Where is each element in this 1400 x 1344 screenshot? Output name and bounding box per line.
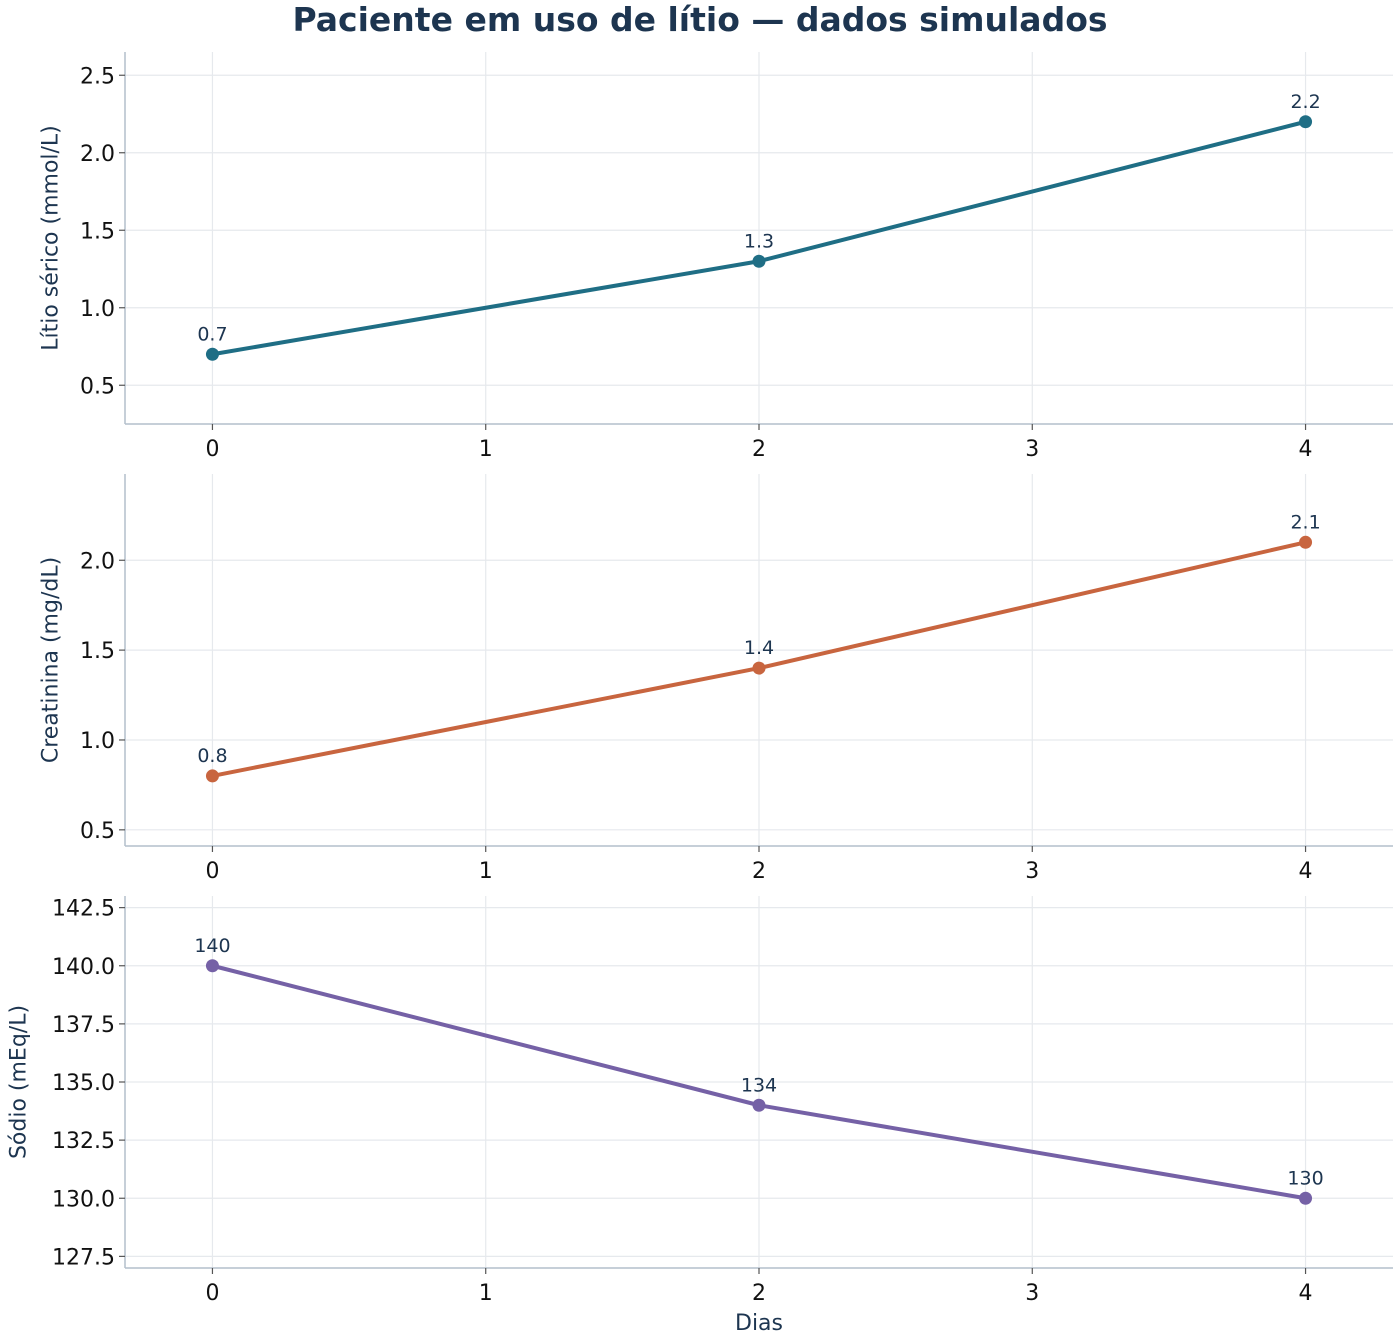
y-axis-label: Creatinina (mg/dL) bbox=[39, 557, 64, 763]
y-tick-label: 130.0 bbox=[52, 1187, 115, 1212]
x-tick-label: 1 bbox=[479, 1281, 493, 1306]
y-tick-label: 2.0 bbox=[80, 142, 115, 167]
y-axis-label: Sódio (mEq/L) bbox=[7, 1005, 32, 1159]
x-tick-label: 1 bbox=[479, 859, 493, 884]
y-tick-label: 2.5 bbox=[80, 64, 115, 89]
data-label: 1.4 bbox=[744, 637, 774, 659]
data-point bbox=[1299, 535, 1313, 549]
y-tick-label: 1.5 bbox=[80, 219, 115, 244]
x-tick-label: 4 bbox=[1299, 1281, 1313, 1306]
y-tick-label: 132.5 bbox=[52, 1129, 115, 1154]
x-tick-label: 3 bbox=[1025, 437, 1039, 462]
chart-panel-3: 0 1 2 3 4 127.5 130.0 132.5 135.0 137.5 140.0 142.5… bbox=[7, 896, 1393, 1306]
y-tick-label: 2.0 bbox=[80, 549, 115, 574]
data-label: 1.3 bbox=[744, 230, 774, 252]
data-point bbox=[205, 769, 219, 783]
y-tick-label: 135.0 bbox=[52, 1071, 115, 1096]
data-point bbox=[1299, 115, 1313, 129]
data-point bbox=[752, 661, 766, 675]
data-label: 2.2 bbox=[1290, 91, 1320, 113]
y-axis-label: Lítio sérico (mmol/L) bbox=[39, 125, 64, 351]
data-point bbox=[1299, 1191, 1313, 1205]
chart-panel-2: 0 1 2 3 4 0.5 1.0 1.5 2.0 Creatinina (mg/dL) 0.8 1.… bbox=[39, 474, 1393, 884]
y-tick-label: 140.0 bbox=[52, 955, 115, 980]
data-point bbox=[205, 959, 219, 973]
x-tick-label: 0 bbox=[205, 1281, 219, 1306]
x-axis-label: Dias bbox=[735, 1311, 783, 1336]
y-tick-label: 0.5 bbox=[80, 374, 115, 399]
y-tick-label: 1.0 bbox=[80, 729, 115, 754]
y-tick-label: 0.5 bbox=[80, 819, 115, 844]
x-tick-label: 0 bbox=[205, 437, 219, 462]
y-tick-label: 1.5 bbox=[80, 639, 115, 664]
y-tick-label: 1.0 bbox=[80, 297, 115, 322]
x-tick-label: 4 bbox=[1299, 437, 1313, 462]
x-tick-label: 2 bbox=[752, 437, 766, 462]
x-tick-label: 2 bbox=[752, 859, 766, 884]
y-tick-label: 137.5 bbox=[52, 1013, 115, 1038]
x-tick-label: 2 bbox=[752, 1281, 766, 1306]
x-tick-label: 1 bbox=[479, 437, 493, 462]
data-point bbox=[752, 1098, 766, 1112]
data-label: 140 bbox=[194, 935, 230, 957]
figure-title: Paciente em uso de lítio — dados simulad… bbox=[292, 0, 1108, 39]
x-tick-label: 0 bbox=[205, 859, 219, 884]
x-tick-label: 3 bbox=[1025, 859, 1039, 884]
chart-panel-1: 0 1 2 3 4 0.5 1.0 1.5 2.0 2.5 Lítio sérico (mmol/L… bbox=[39, 52, 1393, 462]
y-tick-label: 127.5 bbox=[52, 1245, 115, 1270]
data-point bbox=[752, 254, 766, 268]
x-tick-label: 3 bbox=[1025, 1281, 1039, 1306]
data-label: 0.8 bbox=[197, 745, 227, 767]
y-tick-label: 142.5 bbox=[52, 897, 115, 922]
data-label: 0.7 bbox=[197, 323, 227, 345]
data-label: 134 bbox=[741, 1074, 777, 1096]
data-label: 2.1 bbox=[1290, 511, 1320, 533]
data-label: 130 bbox=[1287, 1167, 1323, 1189]
x-tick-label: 4 bbox=[1299, 859, 1313, 884]
data-point bbox=[205, 347, 219, 361]
